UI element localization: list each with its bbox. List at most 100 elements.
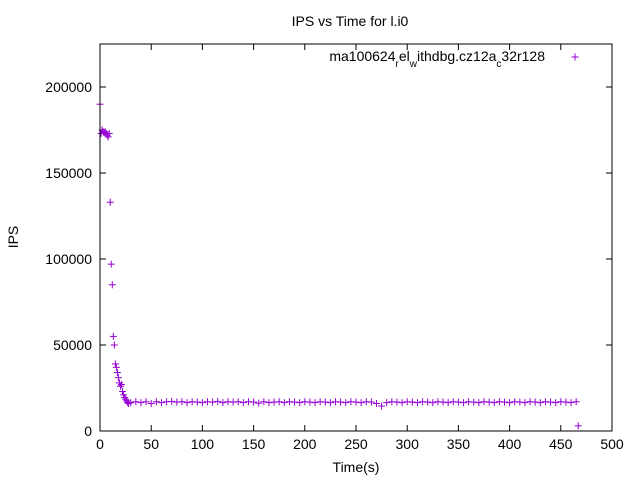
- data-point: [574, 422, 582, 430]
- data-point: [234, 398, 242, 406]
- data-point: [342, 399, 350, 407]
- data-point: [152, 398, 160, 406]
- data-point: [106, 198, 114, 206]
- x-tick-label: 150: [242, 436, 266, 452]
- data-point: [552, 399, 560, 407]
- data-point: [265, 399, 273, 407]
- x-axis-label: Time(s): [333, 459, 380, 475]
- data-point: [113, 369, 121, 377]
- chart-title: IPS vs Time for l.i0: [292, 13, 409, 29]
- data-point: [112, 363, 120, 371]
- data-point: [393, 398, 401, 406]
- data-point: [311, 399, 319, 407]
- data-point: [108, 281, 116, 289]
- data-point: [531, 398, 539, 406]
- data-point: [470, 398, 478, 406]
- x-tick-label: 0: [96, 436, 104, 452]
- data-point: [183, 399, 191, 407]
- data-point: [118, 381, 126, 389]
- data-point: [398, 399, 406, 407]
- data-point: [475, 399, 483, 407]
- data-point: [326, 399, 334, 407]
- data-point: [306, 398, 314, 406]
- data-point: [413, 399, 421, 407]
- data-point: [260, 398, 268, 406]
- data-point: [352, 398, 360, 406]
- data-point: [110, 341, 118, 349]
- data-point: [193, 398, 201, 406]
- y-axis-label: IPS: [5, 226, 21, 249]
- data-point: [378, 402, 386, 410]
- plot-frame: [99, 43, 613, 432]
- data-point: [104, 133, 112, 141]
- data-point: [214, 397, 222, 405]
- data-point: [521, 399, 529, 407]
- data-point: [119, 387, 127, 395]
- data-point: [357, 399, 365, 407]
- data-point: [275, 398, 283, 406]
- data-point: [500, 398, 508, 406]
- data-point: [291, 398, 299, 406]
- data-point: [132, 398, 140, 406]
- y-tick-label: 150000: [45, 165, 92, 181]
- data-point: [337, 398, 345, 406]
- x-tick-label: 100: [191, 436, 215, 452]
- data-point: [114, 374, 122, 382]
- legend-label: ma100624relwithdbg.cz12ac32r128: [329, 48, 545, 70]
- x-tick-label: 50: [143, 436, 159, 452]
- legend-plus-marker: [571, 53, 579, 61]
- data-point: [280, 399, 288, 407]
- data-point: [424, 398, 432, 406]
- y-tick-label: 200000: [45, 79, 92, 95]
- data-point: [460, 399, 468, 407]
- data-point: [367, 398, 375, 406]
- data-point: [321, 398, 329, 406]
- y-tick-label: 100000: [45, 251, 92, 267]
- data-point: [429, 399, 437, 407]
- data-point: [209, 398, 217, 406]
- legend: ma100624relwithdbg.cz12ac32r128: [329, 48, 579, 70]
- data-points: [96, 100, 582, 430]
- legend-marker: [571, 53, 579, 61]
- data-point: [111, 360, 119, 368]
- x-tick-label: 200: [293, 436, 317, 452]
- data-point: [168, 397, 176, 405]
- data-point: [516, 398, 524, 406]
- y-tick-label: 0: [84, 423, 92, 439]
- y-tick-label: 50000: [53, 337, 92, 353]
- x-tick-label: 250: [344, 436, 368, 452]
- axis-ticks: 0 50 100 150 200 250 300 350 400 450 500 0 50000 1000…: [45, 44, 624, 452]
- x-tick-label: 450: [549, 436, 573, 452]
- data-point: [127, 399, 135, 407]
- x-tick-label: 500: [600, 436, 624, 452]
- data-point: [490, 399, 498, 407]
- data-point: [296, 399, 304, 407]
- data-point: [105, 129, 113, 137]
- data-point: [178, 398, 186, 406]
- data-point: [107, 260, 115, 268]
- data-point: [255, 399, 263, 407]
- x-tick-label: 300: [396, 436, 420, 452]
- data-point: [547, 398, 555, 406]
- data-point: [444, 399, 452, 407]
- data-point: [116, 382, 124, 390]
- data-point: [137, 399, 145, 407]
- data-point: [572, 398, 580, 406]
- x-tick-label: 350: [447, 436, 471, 452]
- data-point: [536, 399, 544, 407]
- data-point: [485, 398, 493, 406]
- data-point: [142, 398, 150, 406]
- data-point: [198, 399, 206, 407]
- data-point: [439, 398, 447, 406]
- data-point: [250, 398, 258, 406]
- data-point: [239, 399, 247, 407]
- data-point: [157, 399, 165, 407]
- data-point: [372, 399, 380, 407]
- data-point: [147, 399, 155, 407]
- data-point: [408, 398, 416, 406]
- data-point: [219, 399, 227, 407]
- data-point: [506, 399, 514, 407]
- data-point: [109, 332, 117, 340]
- data-point: [567, 399, 575, 407]
